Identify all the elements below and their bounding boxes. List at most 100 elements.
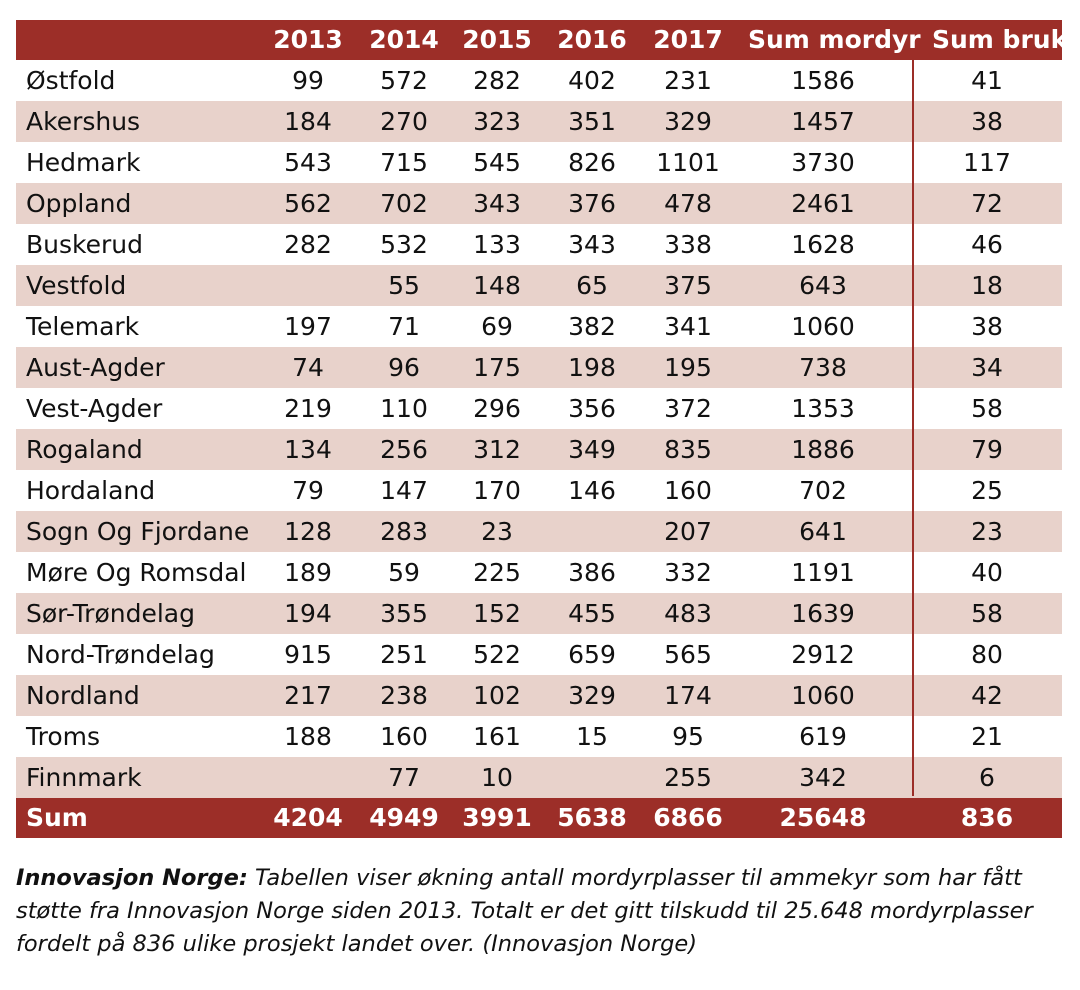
cell-2017: 207 (664, 517, 712, 546)
cell-sum-bruk: 42 (971, 681, 1003, 710)
cell-sum-mordyr: 641 (799, 517, 847, 546)
cell-2015: 343 (473, 189, 521, 218)
cell-sum-mordyr: 2461 (791, 189, 855, 218)
cell-2013: 282 (284, 230, 332, 259)
table-row: Sogn Og Fjordane 128 283 23 207 641 23 (16, 511, 1062, 552)
header-sum-mordyr: Sum mordyr (748, 25, 921, 54)
cell-sum-bruk: 25 (971, 476, 1003, 505)
cell-2015: 175 (473, 353, 521, 382)
cell-2015: 545 (473, 148, 521, 177)
county-name: Sør-Trøndelag (26, 599, 195, 628)
sum-2017: 6866 (653, 803, 723, 832)
county-name: Hedmark (26, 148, 141, 177)
cell-2016: 659 (568, 640, 616, 669)
cell-sum-mordyr: 1060 (791, 681, 855, 710)
cell-2013: 189 (284, 558, 332, 587)
cell-2015: 10 (481, 763, 513, 792)
cell-2014: 77 (388, 763, 420, 792)
cell-2013: 184 (284, 107, 332, 136)
table-row: Oppland 562 702 343 376 478 2461 72 (16, 183, 1062, 224)
cell-2014: 160 (380, 722, 428, 751)
cell-2013: 134 (284, 435, 332, 464)
cell-sum-mordyr: 643 (799, 271, 847, 300)
table-row: Buskerud 282 532 133 343 338 1628 46 (16, 224, 1062, 265)
cell-2014: 715 (380, 148, 428, 177)
cell-2017: 341 (664, 312, 712, 341)
header-sum-bruk: Sum bruk (932, 25, 1068, 54)
county-name: Akershus (26, 107, 141, 136)
cell-sum-mordyr: 1060 (791, 312, 855, 341)
cell-sum-mordyr: 1191 (791, 558, 855, 587)
cell-2013 (253, 265, 363, 306)
county-name: Vest-Agder (26, 394, 163, 423)
cell-2016: 826 (568, 148, 616, 177)
county-name: Aust-Agder (26, 353, 165, 382)
cell-2015: 161 (473, 722, 521, 751)
cell-2017: 835 (664, 435, 712, 464)
cell-2014: 256 (380, 435, 428, 464)
sum-2014: 4949 (369, 803, 439, 832)
cell-2017: 231 (664, 66, 712, 95)
cell-2013 (253, 757, 363, 798)
table-sum-row: Sum 4204 4949 3991 5638 6866 25648 836 (16, 798, 1062, 838)
cell-sum-mordyr: 619 (799, 722, 847, 751)
cell-sum-bruk: 18 (971, 271, 1003, 300)
county-name: Troms (26, 722, 100, 751)
cell-2013: 915 (284, 640, 332, 669)
column-divider (912, 60, 914, 796)
cell-sum-mordyr: 1586 (791, 66, 855, 95)
cell-sum-mordyr: 1628 (791, 230, 855, 259)
cell-2017: 372 (664, 394, 712, 423)
cell-2017: 95 (672, 722, 704, 751)
table-row: Hordaland 79 147 170 146 160 702 25 (16, 470, 1062, 511)
cell-sum-bruk: 46 (971, 230, 1003, 259)
cell-2016: 349 (568, 435, 616, 464)
cell-2016: 351 (568, 107, 616, 136)
table-row: Østfold 99 572 282 402 231 1586 41 (16, 60, 1062, 101)
cell-2016 (537, 757, 647, 798)
cell-2016: 356 (568, 394, 616, 423)
table-row: Rogaland 134 256 312 349 835 1886 79 (16, 429, 1062, 470)
cell-sum-bruk: 34 (971, 353, 1003, 382)
table-header-row: 2013 2014 2015 2016 2017 Sum mordyr Sum … (16, 20, 1068, 60)
sum-2013: 4204 (273, 803, 343, 832)
cell-sum-bruk: 38 (971, 107, 1003, 136)
cell-2015: 522 (473, 640, 521, 669)
cell-2014: 532 (380, 230, 428, 259)
cell-2013: 219 (284, 394, 332, 423)
cell-sum-mordyr: 342 (799, 763, 847, 792)
cell-sum-bruk: 40 (971, 558, 1003, 587)
cell-2013: 543 (284, 148, 332, 177)
sum-mordyr-total: 25648 (779, 803, 867, 832)
caption: Innovasjon Norge: Tabellen viser økning … (16, 862, 1056, 961)
cell-2015: 152 (473, 599, 521, 628)
cell-2016: 386 (568, 558, 616, 587)
cell-2014: 572 (380, 66, 428, 95)
cell-2016: 455 (568, 599, 616, 628)
cell-2014: 55 (388, 271, 420, 300)
cell-2013: 74 (292, 353, 324, 382)
table-row: Sør-Trøndelag 194 355 152 455 483 1639 58 (16, 593, 1062, 634)
cell-sum-bruk: 79 (971, 435, 1003, 464)
cell-2016: 146 (568, 476, 616, 505)
cell-2014: 702 (380, 189, 428, 218)
cell-2013: 99 (292, 66, 324, 95)
cell-2017: 174 (664, 681, 712, 710)
cell-2014: 270 (380, 107, 428, 136)
county-name: Østfold (26, 66, 116, 95)
county-name: Rogaland (26, 435, 143, 464)
cell-2014: 110 (380, 394, 428, 423)
cell-2015: 69 (481, 312, 513, 341)
cell-2014: 147 (380, 476, 428, 505)
cell-2013: 562 (284, 189, 332, 218)
cell-2015: 102 (473, 681, 521, 710)
table-row: Hedmark 543 715 545 826 1101 3730 117 (16, 142, 1062, 183)
table-row: Nord-Trøndelag 915 251 522 659 565 2912 80 (16, 634, 1062, 675)
cell-2017: 478 (664, 189, 712, 218)
cell-sum-mordyr: 1886 (791, 435, 855, 464)
cell-2015: 312 (473, 435, 521, 464)
county-name: Nordland (26, 681, 140, 710)
cell-2017: 255 (664, 763, 712, 792)
table-row: Aust-Agder 74 96 175 198 195 738 34 (16, 347, 1062, 388)
cell-2014: 251 (380, 640, 428, 669)
